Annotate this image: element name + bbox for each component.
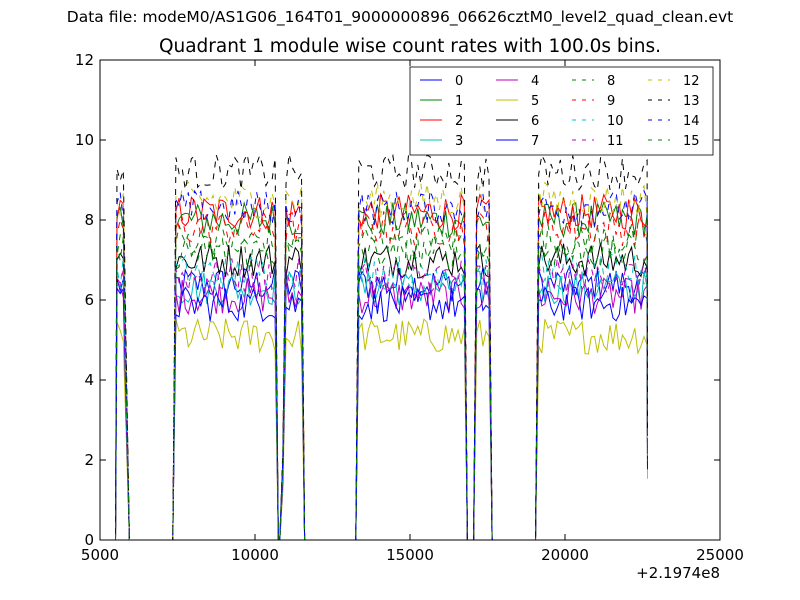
chart-title: Quadrant 1 module wise count rates with … <box>158 36 662 57</box>
legend-label-12: 12 <box>683 74 700 89</box>
series-line-5 <box>115 317 648 540</box>
series-line-11 <box>115 257 648 540</box>
legend-label-3: 3 <box>455 134 463 149</box>
series-group <box>115 152 648 540</box>
legend-label-9: 9 <box>607 94 615 109</box>
legend-label-1: 1 <box>455 94 463 109</box>
series-line-7 <box>115 285 648 540</box>
x-tick-label: 15000 <box>386 546 434 564</box>
x-tick-label: 5000 <box>81 546 119 564</box>
legend-label-10: 10 <box>607 114 624 129</box>
y-tick-label: 6 <box>84 291 94 309</box>
x-offset-label: +2.1974e8 <box>636 564 720 582</box>
series-line-2 <box>115 192 648 540</box>
series-line-0 <box>115 264 648 540</box>
legend-label-14: 14 <box>683 114 700 129</box>
series-line-14 <box>115 189 648 540</box>
series-line-4 <box>115 277 648 540</box>
legend-label-8: 8 <box>607 74 615 89</box>
series-line-9 <box>115 209 648 540</box>
series-line-12 <box>115 181 648 540</box>
y-tick-label: 10 <box>75 131 94 149</box>
y-tick-label: 0 <box>84 531 94 549</box>
legend-label-11: 11 <box>607 134 624 149</box>
x-tick-label: 10000 <box>231 546 279 564</box>
x-tick-label: 20000 <box>541 546 589 564</box>
series-line-10 <box>115 253 648 540</box>
legend-label-5: 5 <box>531 94 539 109</box>
y-tick-label: 4 <box>84 371 94 389</box>
y-tick-label: 12 <box>75 51 94 69</box>
series-line-13 <box>115 152 648 540</box>
series-line-15 <box>115 232 648 540</box>
legend-label-4: 4 <box>531 74 539 89</box>
legend-box <box>409 66 714 156</box>
legend-label-0: 0 <box>455 74 463 89</box>
figure-suptitle: Data file: modeM0/AS1G06_164T01_90000008… <box>66 8 734 26</box>
legend-label-7: 7 <box>531 134 539 149</box>
y-tick-label: 2 <box>84 451 94 469</box>
legend-label-13: 13 <box>683 94 700 109</box>
legend-label-6: 6 <box>531 114 539 129</box>
x-tick-label: 25000 <box>696 546 744 564</box>
legend-label-2: 2 <box>455 114 463 129</box>
legend-label-15: 15 <box>683 134 700 149</box>
y-tick-label: 8 <box>84 211 94 229</box>
